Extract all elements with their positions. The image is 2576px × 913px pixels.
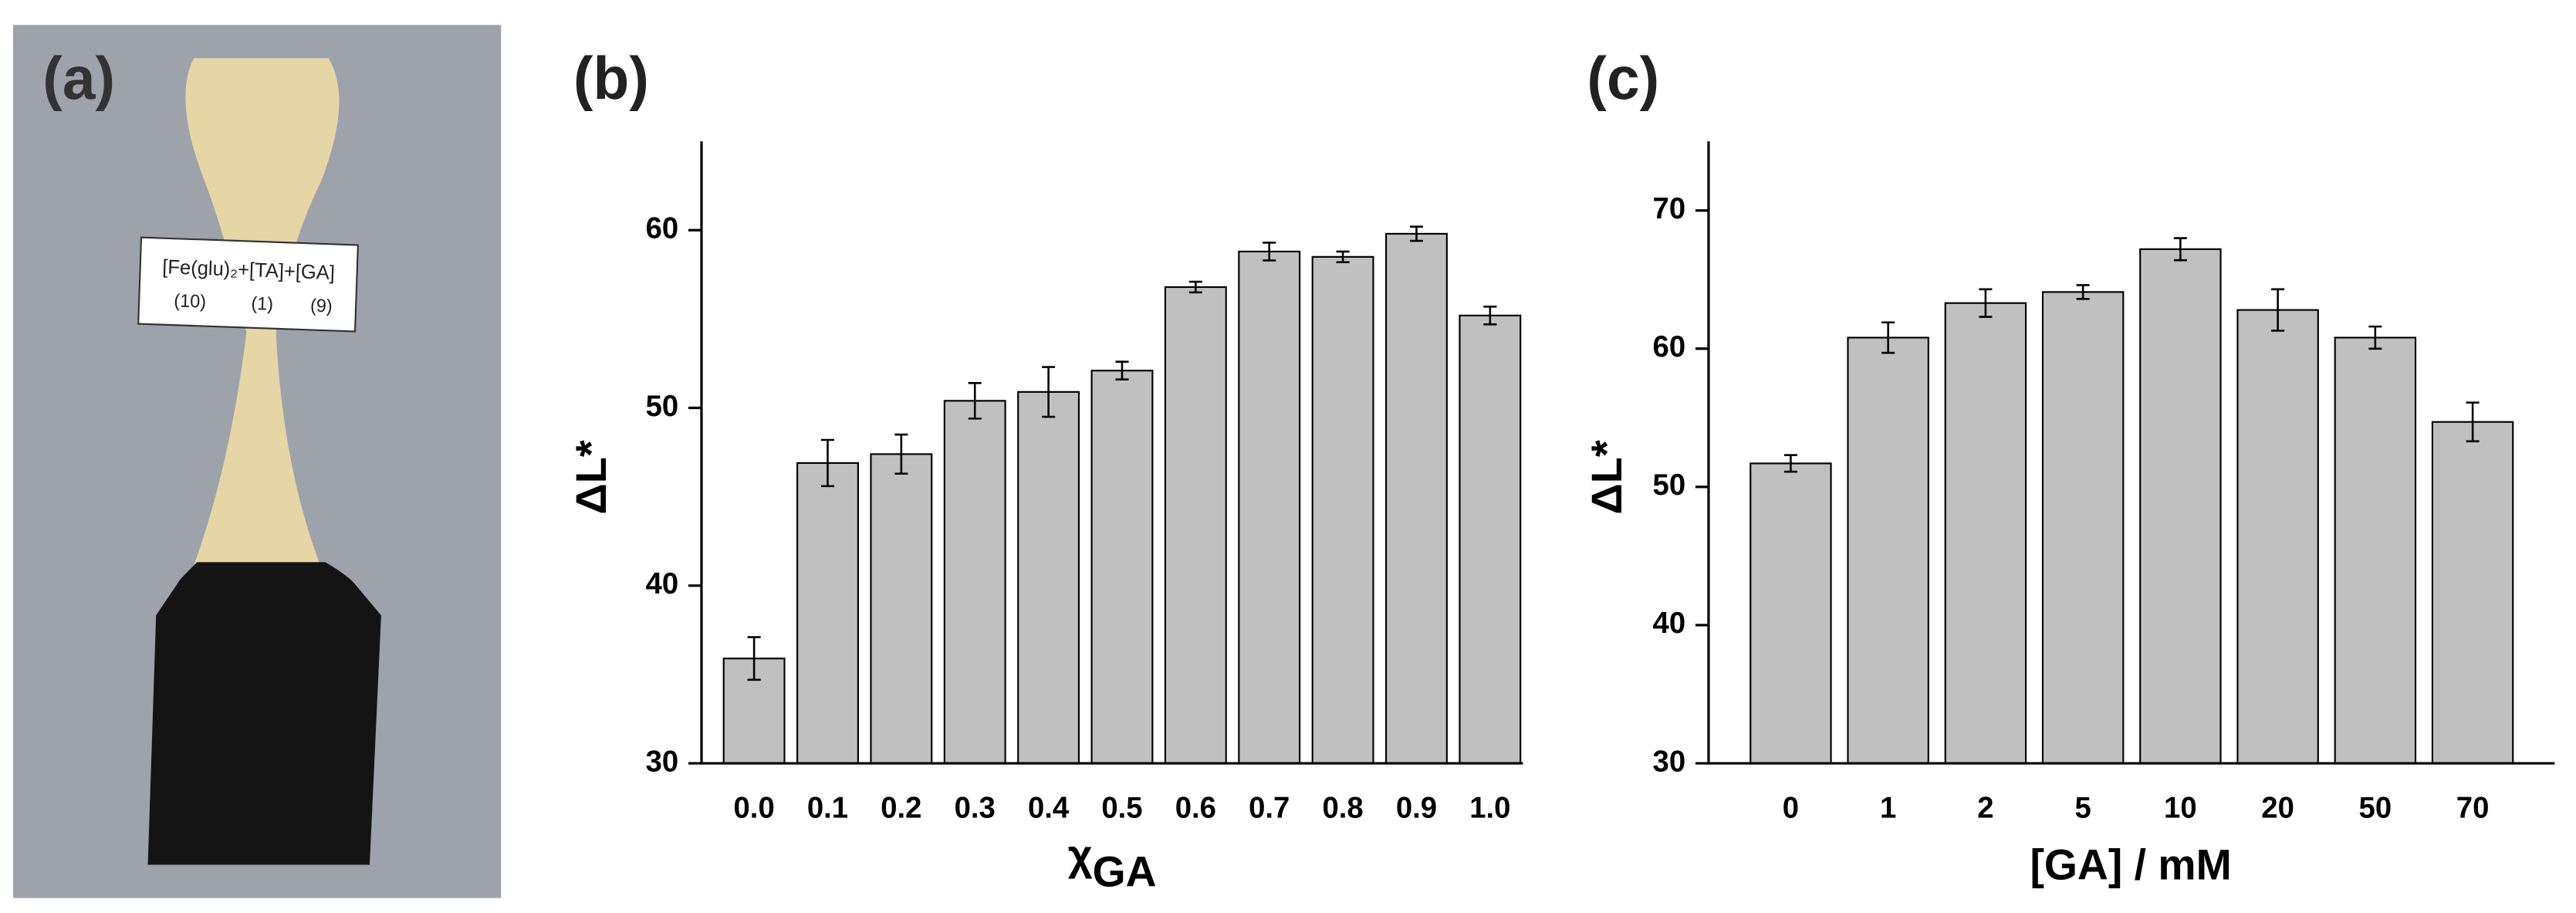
y-tick-label: 60 (1653, 330, 1686, 364)
error-bar (2173, 237, 2187, 262)
y-tick-label: 40 (1653, 607, 1686, 640)
x-tick-label: 10 (2164, 791, 2197, 824)
error-bar (747, 636, 761, 681)
x-tick-label: 0.9 (1396, 791, 1437, 824)
x-tick-label: 0.2 (881, 791, 921, 824)
error-bar (1409, 225, 1423, 242)
x-tick-label: 1 (1880, 791, 1896, 824)
y-tick-label: 30 (1653, 745, 1686, 778)
error-bar (1483, 306, 1497, 326)
x-tick-label: 0.8 (1322, 791, 1363, 824)
error-bar (894, 433, 908, 475)
error-bar (2368, 325, 2382, 350)
error-bar (1783, 454, 1797, 473)
x-tick-label: 0.3 (955, 791, 996, 824)
y-tick-label: 40 (646, 567, 679, 600)
bar (1459, 314, 1522, 765)
y-axis-label: ΔL* (1583, 440, 1631, 515)
bar (870, 453, 933, 765)
bar (943, 400, 1006, 765)
x-axis-label: χGA (1068, 830, 1157, 895)
bar (1238, 250, 1301, 765)
error-bar (1336, 250, 1350, 264)
error-bar (968, 382, 982, 420)
bar (1749, 462, 1832, 765)
error-bar (820, 438, 835, 488)
bar (2041, 291, 2125, 765)
bar (1017, 391, 1080, 765)
card-number: (9) (310, 295, 333, 316)
panel-label: (b) (573, 46, 649, 113)
error-bar (1979, 288, 1993, 318)
x-tick-label: 0.7 (1249, 791, 1290, 824)
card-number: (10) (174, 290, 206, 312)
card (137, 236, 359, 333)
x-tick-label: 1.0 (1469, 791, 1510, 824)
x-tick-label: 20 (2261, 791, 2294, 824)
photo: [Fe(glu)₂+[TA]+[GA] (10) (1) (9) (a) (13, 25, 502, 898)
x-axis-label: [GA] / mM (2030, 840, 2231, 888)
y-tick-label: 70 (1653, 192, 1686, 225)
error-bar (1042, 366, 1056, 418)
y-tick-label: 50 (646, 390, 679, 423)
x-label-symbol: χ (1068, 830, 1093, 878)
bar (1847, 336, 1929, 765)
error-bar (2466, 401, 2480, 443)
x-tick-label: 50 (2359, 791, 2392, 824)
y-tick-label: 30 (646, 745, 679, 778)
card-number: (1) (251, 293, 273, 314)
error-bar (2076, 284, 2090, 300)
bar (1944, 302, 2027, 765)
y-tick-label: 50 (1653, 468, 1686, 502)
x-label-subscript: GA (1093, 847, 1157, 895)
black-hair (147, 562, 381, 865)
bar (2236, 309, 2319, 765)
x-tick-label: 0.1 (807, 791, 848, 824)
label-card: [Fe(glu)₂+[TA]+[GA] (10) (1) (9) (137, 236, 359, 333)
x-tick-label: 0.4 (1028, 791, 1070, 824)
y-tick-label: 60 (646, 211, 679, 245)
bar (2431, 421, 2514, 765)
x-tick-label: 0.6 (1175, 791, 1216, 824)
error-bar (1188, 280, 1202, 294)
error-bar (2271, 288, 2285, 332)
bar (796, 462, 859, 765)
x-tick-label: 0.0 (733, 791, 774, 824)
x-tick-label: 2 (1977, 791, 1993, 824)
error-bar (1881, 321, 1895, 354)
x-tick-label: 0.5 (1101, 791, 1142, 824)
bar (1090, 370, 1154, 765)
panel-label: (a) (42, 46, 115, 113)
x-tick-label: 0 (1783, 791, 1799, 824)
x-tick-label: 70 (2456, 791, 2490, 824)
error-bar (1263, 242, 1276, 262)
x-tick-label: 5 (2074, 791, 2091, 824)
error-bar (1115, 360, 1129, 380)
bar (1311, 255, 1374, 765)
bar (1385, 232, 1448, 765)
bar (1164, 286, 1227, 765)
bar (2334, 336, 2417, 765)
bar (2139, 248, 2222, 765)
panel-label: (c) (1587, 46, 1659, 113)
y-axis-label: ΔL* (568, 440, 616, 515)
